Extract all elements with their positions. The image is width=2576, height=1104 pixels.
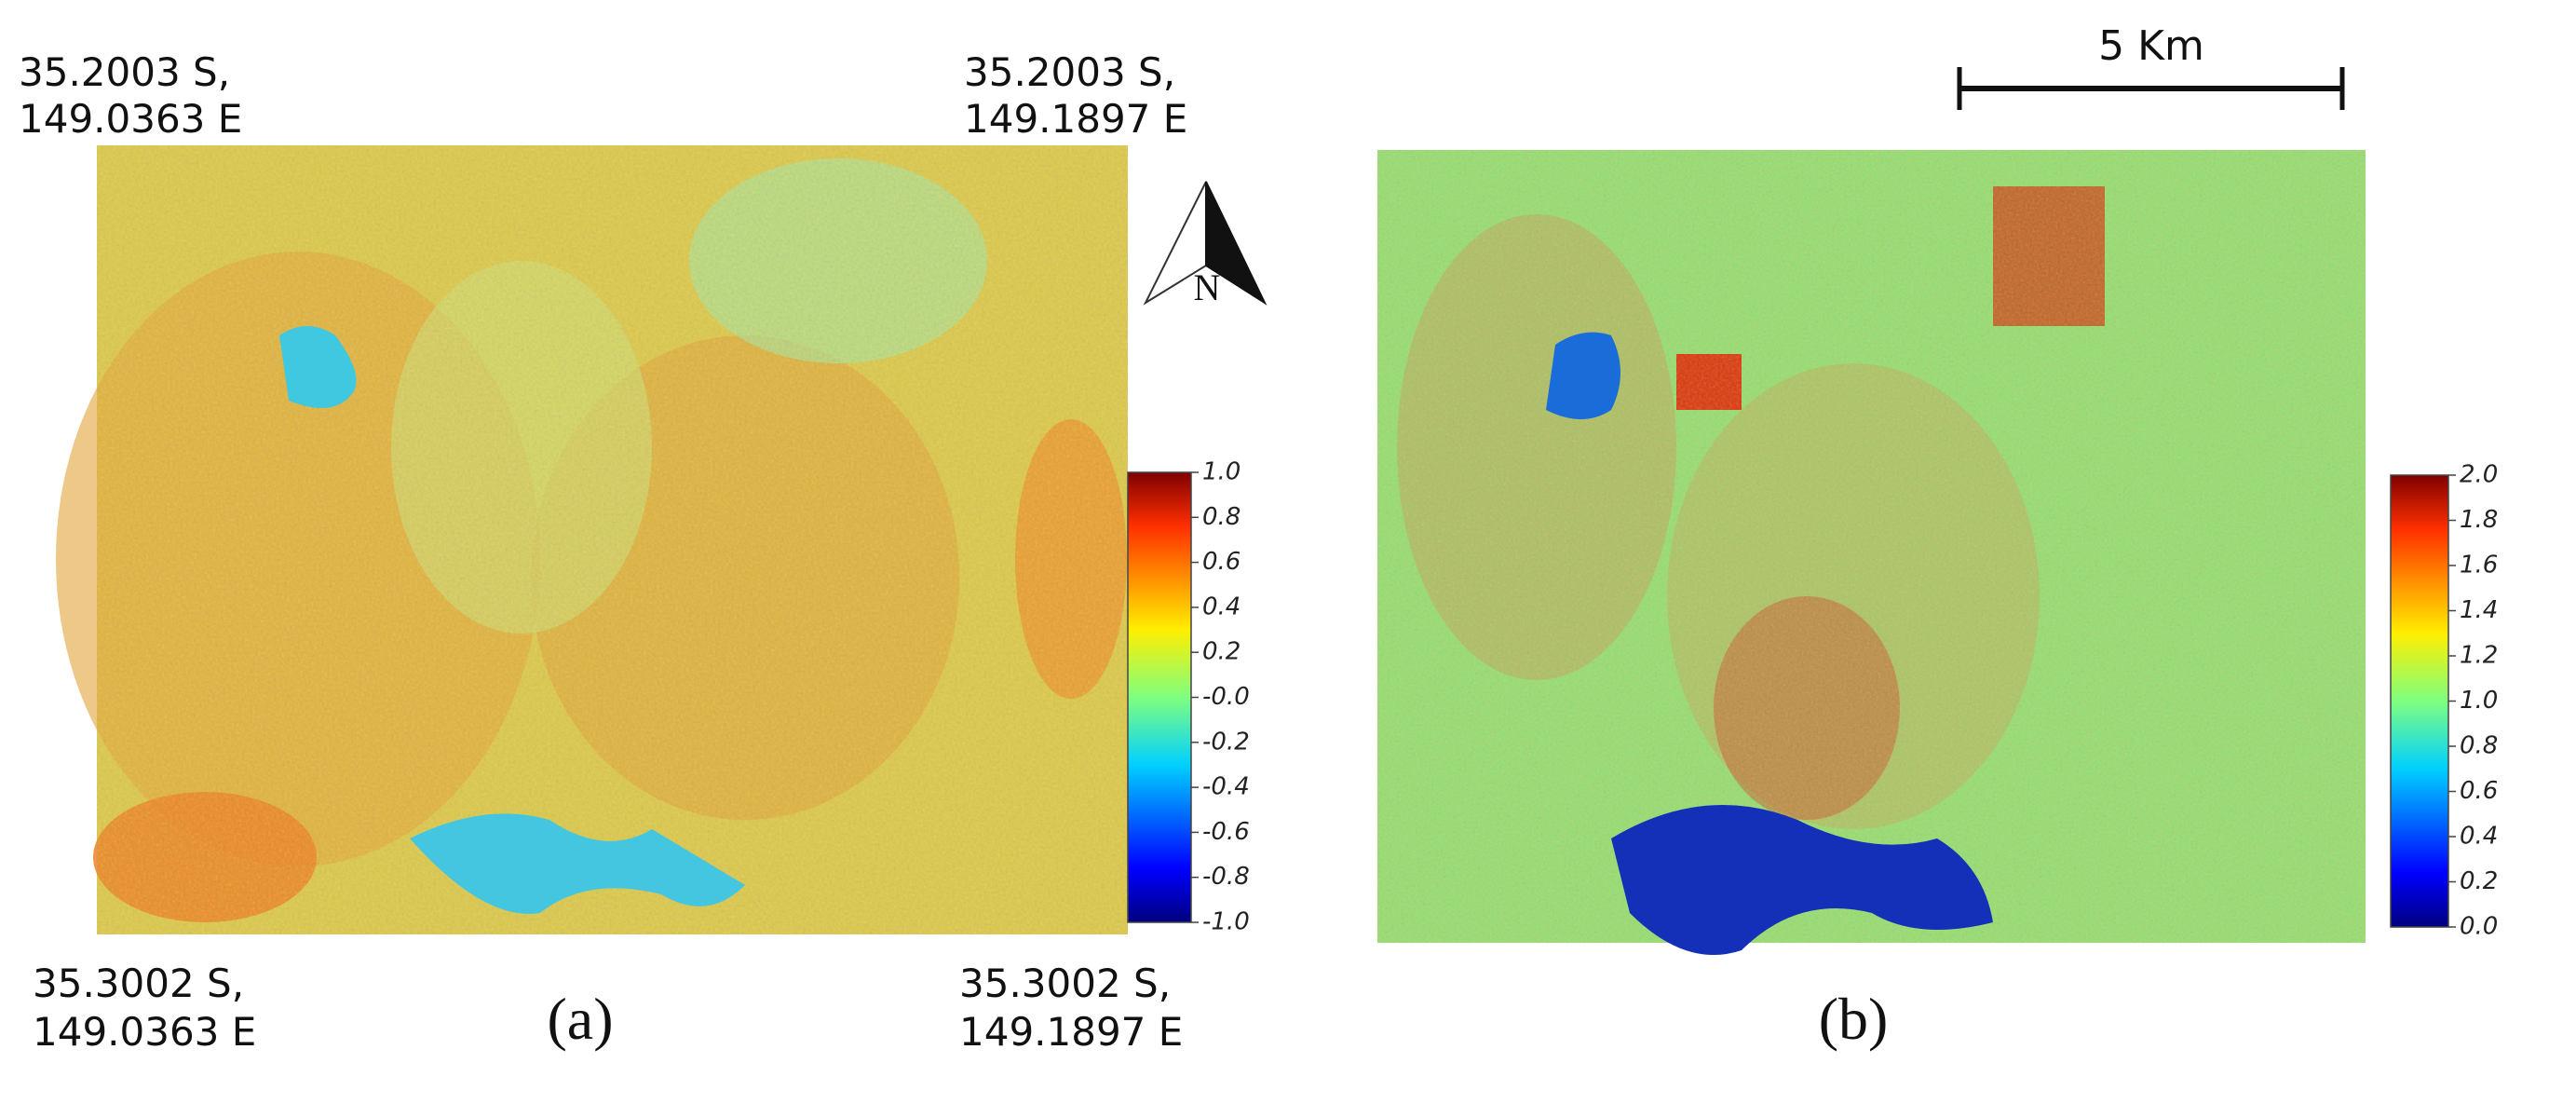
colorbar-a	[1127, 471, 1192, 923]
colorbar-tick-label: 1.8	[2460, 506, 2498, 534]
colorbar-tick-label: -0.4	[1202, 773, 1250, 801]
colorbar-tick-label: -0.6	[1202, 818, 1250, 846]
map-b	[1377, 150, 2366, 955]
colorbar-tick-label: 0.6	[2460, 777, 2498, 805]
colorbar-tick-label: 0.4	[2460, 823, 2498, 851]
corner-label: 35.3002 S,	[959, 961, 1171, 1006]
panel-label: (b)	[1819, 986, 1889, 1052]
corner-label: 35.2003 S,	[19, 49, 230, 95]
colorbar-tick-label: 1.0	[1202, 458, 1241, 486]
colorbar-tick-label: 0.2	[1202, 638, 1241, 666]
colorbar-tick-label: 0.8	[2460, 732, 2498, 760]
colorbar-tick-label: 0.6	[1202, 548, 1241, 576]
colorbar-tick-label: 1.2	[2460, 642, 2498, 670]
north-label: N	[1194, 266, 1221, 308]
panel-label: (a)	[547, 986, 613, 1052]
corner-label: 35.2003 S,	[964, 49, 1175, 95]
colorbar-tick-label: 0.0	[2460, 913, 2498, 941]
colorbar-tick-label: 2.0	[2460, 461, 2498, 489]
colorbar-tick-label: 1.6	[2460, 552, 2498, 579]
colorbar-tick-label: 1.0	[2460, 687, 2498, 715]
colorbar-tick-label: -0.2	[1202, 728, 1250, 756]
colorbar-tick-label: -1.0	[1202, 908, 1250, 936]
colorbar-tick-label: 1.4	[2460, 596, 2498, 624]
corner-label: 35.3002 S,	[33, 961, 244, 1006]
corner-label: 149.1897 E	[959, 1009, 1183, 1055]
scale-label: 5 Km	[2098, 22, 2204, 70]
map-a	[56, 145, 1128, 934]
colorbar-tick-label: -0.8	[1202, 863, 1250, 891]
colorbar-b	[2390, 474, 2449, 928]
colorbar-tick-label: 0.8	[1202, 503, 1241, 531]
colorbar-tick-label: 0.2	[2460, 867, 2498, 895]
colorbar-tick-label: -0.0	[1202, 683, 1250, 711]
scale-bar: 5 Km	[1957, 22, 2345, 110]
corner-label: 149.1897 E	[964, 96, 1187, 142]
corner-label: 149.0363 E	[19, 96, 242, 142]
north-arrow: N	[1143, 181, 1268, 308]
corner-label: 149.0363 E	[33, 1009, 256, 1055]
colorbar-tick-label: 0.4	[1202, 593, 1241, 620]
